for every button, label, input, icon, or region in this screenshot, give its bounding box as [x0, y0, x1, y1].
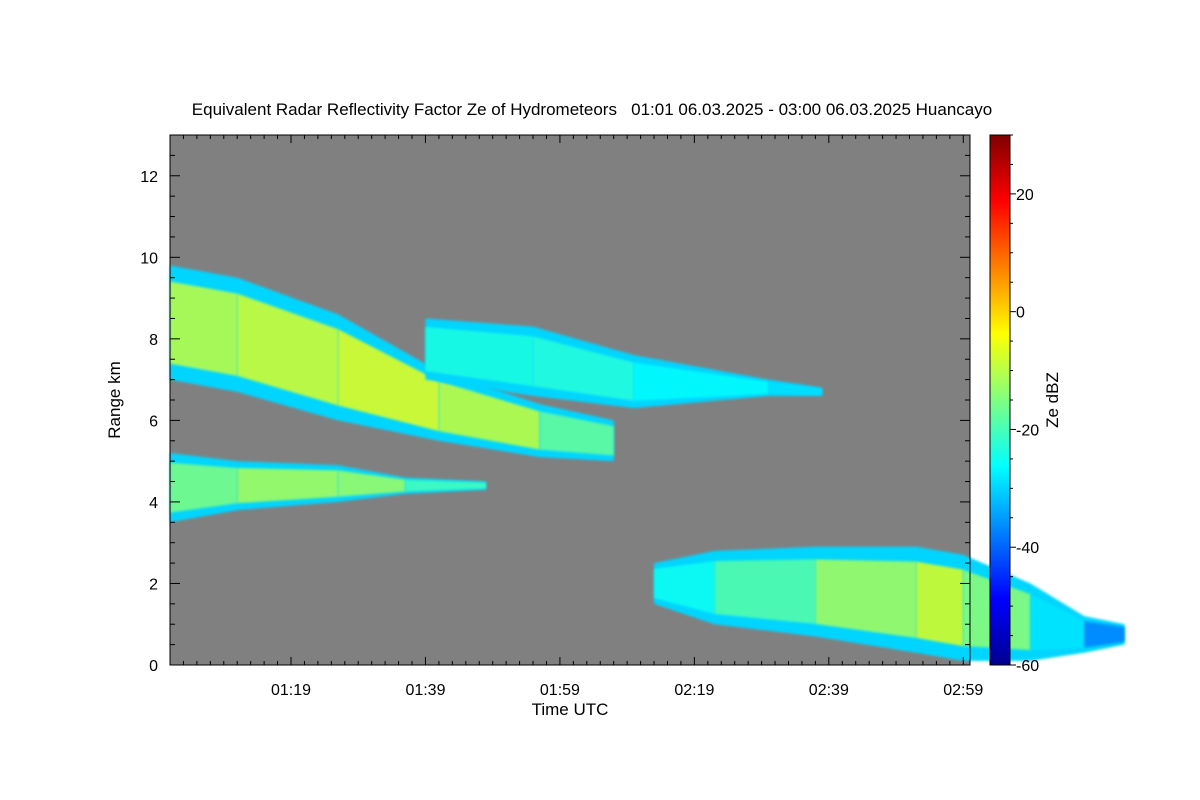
echo-segment	[170, 281, 238, 376]
x-axis-title: Time UTC	[532, 700, 609, 719]
y-axis: 0 2 4 6 8 10 12	[140, 134, 970, 675]
echo-segment	[237, 293, 339, 406]
echo-segment	[1030, 594, 1085, 651]
echo-segment	[237, 468, 339, 504]
y-tick-label: 4	[149, 495, 158, 512]
colorbar-tick-label: 20	[1016, 187, 1034, 204]
x-tick-label: 02:59	[943, 682, 983, 699]
echo-segment	[539, 411, 614, 456]
colorbar-axis: -60 -40 -20 0 20	[1010, 134, 1039, 675]
echo-segment	[714, 559, 816, 624]
x-axis: 01:19 01:39 01:59 02:19 02:39 02:59	[169, 135, 983, 699]
y-axis-title: Range km	[105, 361, 124, 438]
echo-segment	[425, 327, 534, 387]
x-tick-label: 01:59	[540, 682, 580, 699]
echo-segment	[1084, 621, 1125, 648]
colorbar	[989, 134, 1011, 666]
colorbar-tick-label: -20	[1016, 422, 1039, 439]
x-tick-label: 01:19	[271, 682, 311, 699]
echo-segment	[438, 381, 540, 450]
colorbar-tick-label: 0	[1016, 305, 1025, 322]
echo-segment	[170, 462, 238, 513]
y-tick-label: 8	[149, 332, 158, 349]
echo-segment	[654, 561, 715, 614]
echo-segment	[338, 329, 439, 432]
x-tick-label: 01:39	[405, 682, 445, 699]
echo-segment	[768, 381, 823, 395]
colorbar-tick-label: -40	[1016, 540, 1039, 557]
echo-segment	[633, 362, 769, 401]
chart-title: Equivalent Radar Reflectivity Factor Ze …	[192, 100, 992, 119]
echo-segment	[338, 470, 406, 497]
x-tick-label: 02:19	[674, 682, 714, 699]
echo-feature-2	[170, 453, 486, 523]
echo-segment	[405, 479, 486, 492]
y-tick-label: 6	[149, 413, 158, 430]
colorbar-tick-label: -60	[1016, 658, 1039, 675]
echo-segment	[916, 561, 964, 647]
x-tick-label: 02:39	[809, 682, 849, 699]
echo-feature-0	[170, 265, 614, 462]
echo-feature-1	[425, 318, 823, 409]
echo-segment	[815, 559, 917, 638]
colorbar-title: Ze dBZ	[1043, 372, 1062, 428]
y-tick-label: 12	[140, 169, 158, 186]
y-tick-label: 10	[140, 250, 158, 267]
y-tick-label: 2	[149, 576, 158, 593]
reflectivity-echoes	[170, 265, 1125, 661]
y-tick-label: 0	[149, 658, 158, 675]
echo-segment	[533, 336, 634, 401]
